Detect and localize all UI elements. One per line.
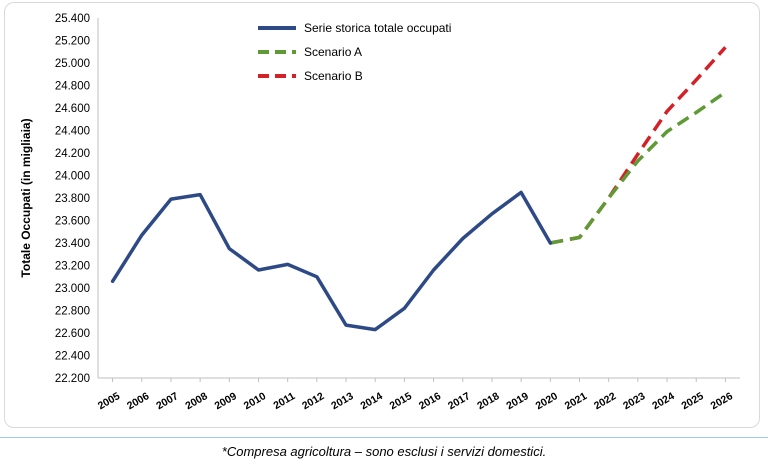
y-tick-label: 22.200 (55, 373, 90, 385)
x-tick-label: 2016 (417, 390, 443, 412)
x-tick-label: 2025 (679, 390, 705, 412)
x-tick-label: 2007 (154, 390, 180, 412)
series-line-scenario-b (549, 46, 727, 245)
y-axis-label: Totale Occupati (in migliaia) (19, 118, 33, 277)
x-tick-label: 2023 (621, 390, 647, 412)
y-tick-label: 24.600 (55, 103, 90, 115)
y-tick-label: 24.400 (55, 126, 90, 138)
legend-label: Scenario B (304, 69, 363, 83)
x-tick-label: 2017 (446, 390, 472, 412)
y-tick-label: 23.600 (55, 216, 90, 228)
x-tick-label: 2015 (388, 390, 414, 412)
x-tick-label: 2026 (709, 390, 735, 412)
legend-label: Serie storica totale occupati (304, 21, 451, 35)
x-tick-label: 2010 (242, 390, 268, 412)
legend-label: Scenario A (304, 45, 362, 59)
x-tick-label: 2018 (475, 390, 501, 412)
x-tick-label: 2014 (358, 390, 384, 412)
x-tick-label: 2013 (329, 390, 355, 412)
y-tick-label: 23.800 (55, 193, 90, 205)
x-tick-label: 2024 (650, 390, 676, 412)
y-tick-label: 25.000 (55, 58, 90, 70)
y-tick-label: 22.400 (55, 351, 90, 363)
series-line-scenario-a (549, 90, 727, 245)
y-tick-label: 25.200 (55, 36, 90, 48)
x-tick-label: 2012 (300, 390, 326, 412)
y-tick-label: 24.000 (55, 171, 90, 183)
x-tick-label: 2011 (271, 390, 297, 412)
line-chart: 22.200 22.400 22.600 22.800 23.000 23.200 23.4… (19, 13, 740, 412)
y-tick-label: 23.400 (55, 238, 90, 250)
x-tick-label: 2019 (504, 390, 530, 412)
x-tick-label: 2021 (563, 390, 589, 412)
footnote: *Compresa agricoltura – sono esclusi i s… (221, 444, 547, 459)
x-tick-label: 2008 (183, 390, 209, 412)
divider (0, 437, 768, 438)
y-tick-label: 22.800 (55, 306, 90, 318)
x-tick-label: 2006 (125, 390, 151, 412)
series-line-historical (110, 190, 553, 332)
y-tick-label: 23.000 (55, 283, 90, 295)
y-tick-label: 24.200 (55, 148, 90, 160)
x-tick-label: 2009 (213, 390, 239, 412)
x-tick-label: 2020 (534, 390, 560, 412)
x-tick-label: 2022 (592, 390, 618, 412)
y-tick-label: 22.600 (55, 328, 90, 340)
y-tick-label: 24.800 (55, 81, 90, 93)
y-tick-label: 23.200 (55, 261, 90, 273)
x-tick-label: 2005 (96, 390, 122, 412)
chart-frame (4, 2, 760, 428)
y-tick-label: 25.400 (55, 13, 90, 25)
